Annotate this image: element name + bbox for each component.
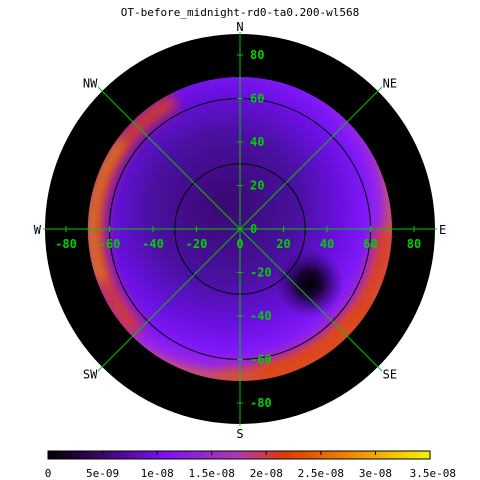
x-tick-label: -20 [186, 237, 208, 251]
compass-e: E [439, 223, 446, 237]
compass-w: W [34, 223, 42, 237]
x-tick-label: 60 [363, 237, 377, 251]
compass-se: SE [383, 368, 397, 382]
chart-title: OT-before_midnight-rd0-ta0.200-wl568 [121, 6, 359, 19]
colorbar-tick-label: 2.5e-08 [298, 467, 344, 480]
compass-sw: SW [83, 368, 98, 382]
colorbar-tick-label: 2e-08 [250, 467, 283, 480]
x-tick-label: -80 [55, 237, 77, 251]
compass-s: S [236, 427, 243, 441]
y-tick-label: -80 [250, 396, 272, 410]
dark-spot [275, 249, 344, 318]
y-tick-label: 60 [250, 92, 264, 106]
x-tick-label: 20 [276, 237, 290, 251]
x-tick-label: 40 [320, 237, 334, 251]
labels: 80 80 60 60 40 40 20 20 00 -20 -20 -40 -40 -60 -60 -80 -… [34, 20, 446, 441]
colorbar-tick-label: 5e-09 [86, 467, 119, 480]
compass-ne: NE [383, 76, 397, 90]
colorbar-tick-label: 3e-08 [359, 467, 392, 480]
y-tick-label: 0 [250, 222, 257, 236]
x-tick-label: 0 [236, 237, 243, 251]
colorbar-ticks: 0 5e-09 1e-08 1.5e-08 2e-08 2.5e-08 3e-08 3.5e-… [45, 451, 456, 480]
y-tick-label: -20 [250, 266, 272, 280]
y-tick-label: 20 [250, 179, 264, 193]
x-tick-label: -60 [99, 237, 121, 251]
colorbar-tick-label: 0 [45, 467, 52, 480]
y-tick-label: 40 [250, 135, 264, 149]
x-tick-label: 80 [407, 237, 421, 251]
colorbar-tick-label: 3.5e-08 [410, 467, 456, 480]
grid [43, 32, 437, 426]
y-tick-label: 80 [250, 48, 264, 62]
colorbar [47, 450, 431, 460]
y-tick-label: -40 [250, 309, 272, 323]
x-tick-label: -40 [142, 237, 164, 251]
colorbar-tick-label: 1.5e-08 [189, 467, 235, 480]
y-tick-label: -60 [250, 353, 272, 367]
colorbar-tick-label: 1e-08 [141, 467, 174, 480]
compass-n: N [236, 20, 243, 34]
compass-nw: NW [83, 76, 98, 90]
